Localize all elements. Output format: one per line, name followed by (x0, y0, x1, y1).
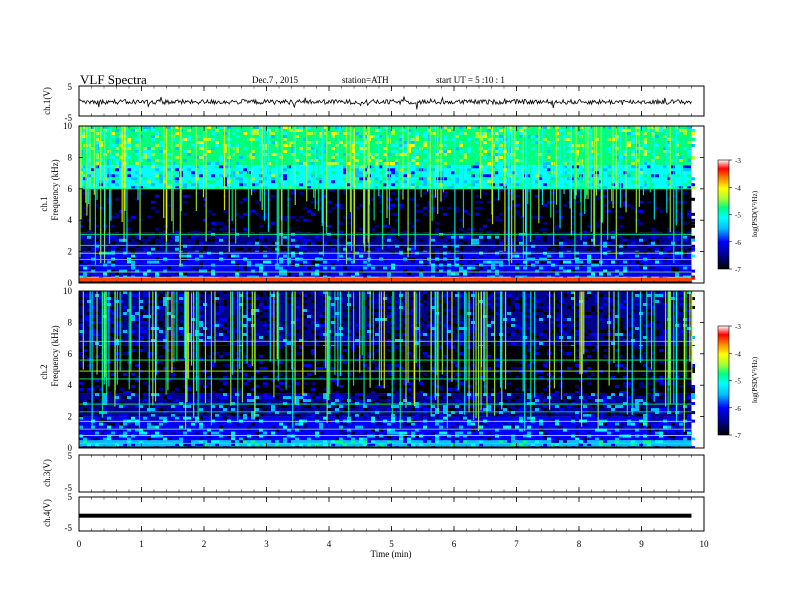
colorbar-tick-label: -6 (735, 405, 741, 413)
spec-ytick-label: 2 (68, 412, 73, 422)
spec-ytick-label: 0 (68, 443, 73, 453)
colorbar-tick-label: -4 (735, 184, 741, 192)
ch1-ytick-label: -5 (65, 113, 73, 123)
ch4-waveform-line (79, 513, 692, 518)
ch1-colorbar-label: log(PSD(V²/Hz) (751, 190, 759, 237)
spec-ytick-label: 10 (63, 121, 73, 131)
x-tick-label: 7 (514, 539, 519, 549)
ch4-ytick-label: 5 (68, 492, 73, 502)
station-label: station=ATH (342, 75, 389, 85)
ch1-spectrogram (79, 126, 695, 283)
x-tick-label: 4 (327, 539, 332, 549)
colorbar-tick-label: -6 (735, 239, 741, 247)
ch1-colorbar (717, 159, 730, 270)
spec-ytick-label: 6 (68, 184, 73, 194)
ch2-spec-ylabel: Frequency (kHz) (50, 325, 60, 386)
x-tick-label: 5 (389, 539, 394, 549)
spec-ytick-label: 8 (68, 152, 73, 162)
x-tick-label: 8 (577, 539, 582, 549)
ch1-ylabel: ch.1(V) (42, 87, 52, 115)
spec-ytick-label: 4 (68, 215, 73, 225)
colorbar-tick-label: -7 (735, 266, 741, 274)
start-time-label: start UT = 5 :10 : 1 (436, 75, 505, 85)
x-axis-label: Time (min) (371, 549, 412, 559)
colorbar-tick-label: -5 (735, 212, 741, 220)
colorbar-tick-label: -3 (735, 157, 741, 165)
x-tick-label: 1 (139, 539, 144, 549)
spec-ytick-label: 8 (68, 317, 73, 327)
colorbar-tick-label: -5 (735, 378, 741, 386)
ch4-ytick-label: -5 (65, 523, 73, 533)
ch1-spec-ylabel: Frequency (kHz) (50, 159, 60, 220)
ch2-colorbar-label: log(PSD(V²/Hz) (751, 356, 759, 403)
chart-title: VLF Spectra (80, 72, 147, 87)
ch3-ytick-label: -5 (65, 483, 73, 493)
spec-ytick-label: 10 (63, 286, 73, 296)
ch4-ylabel: ch.4(V) (42, 499, 52, 527)
colorbar-tick-label: -7 (735, 432, 741, 440)
ch2-spec-ylabel-top: ch.2 (39, 364, 49, 379)
x-tick-label: 2 (202, 539, 207, 549)
spec-ytick-label: 4 (68, 380, 73, 390)
ch2-colorbar (717, 325, 730, 436)
x-tick-label: 6 (452, 539, 457, 549)
x-tick-label: 10 (700, 539, 710, 549)
x-tick-label: 0 (77, 539, 82, 549)
ch1-waveform-line (78, 96, 692, 110)
spec-ytick-label: 0 (68, 278, 73, 288)
ch3-ylabel: ch.3(V) (42, 459, 52, 487)
spec-ytick-label: 2 (68, 247, 73, 257)
x-tick-label: 9 (639, 539, 644, 549)
x-tick-label: 3 (264, 539, 269, 549)
ch1-ytick-label: 5 (68, 82, 73, 92)
spectrogram-band (79, 440, 692, 448)
ch1-spec-ylabel-top: ch.1 (39, 196, 49, 211)
date-label: Dec.7 , 2015 (252, 75, 298, 85)
ch3-ytick-label: 5 (68, 451, 73, 461)
ch3-waveform-frame (78, 454, 705, 493)
spec-ytick-label: 6 (68, 349, 73, 359)
colorbar-tick-label: -3 (735, 323, 741, 331)
ch2-spectrogram (79, 291, 695, 448)
colorbar-tick-label: -4 (735, 350, 741, 358)
